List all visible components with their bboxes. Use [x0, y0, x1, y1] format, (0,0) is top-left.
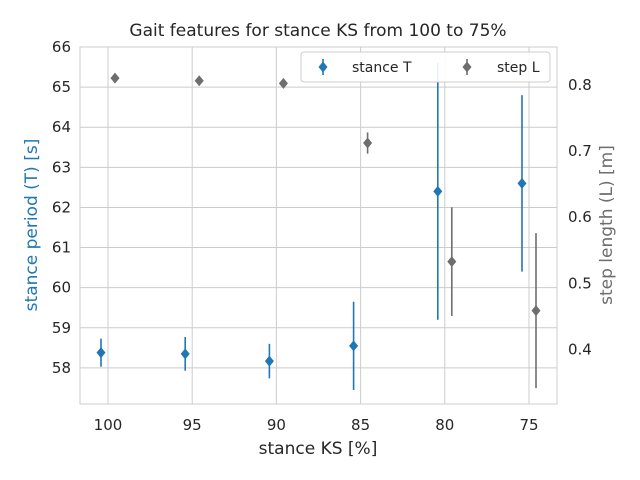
legend-marker — [318, 61, 328, 73]
y-right-tick-label: 0.8 — [568, 76, 592, 94]
y-left-tick-label: 66 — [52, 38, 71, 56]
y-right-tick-label: 0.5 — [568, 274, 592, 292]
data-point — [531, 305, 541, 317]
y-left-ticks: 58 59 60 61 62 63 64 65 66 — [52, 38, 71, 377]
data-point — [447, 256, 457, 268]
y-left-tick-label: 64 — [52, 118, 71, 136]
data-point — [349, 340, 359, 352]
x-tick-label: 90 — [267, 416, 286, 434]
y-left-tick-label: 60 — [52, 279, 71, 297]
y-left-tick-label: 58 — [52, 359, 71, 377]
x-ticks: 100 95 90 85 80 75 — [94, 416, 539, 434]
y-left-tick-label: 61 — [52, 239, 71, 257]
x-tick-label: 75 — [519, 416, 538, 434]
series-layer — [96, 63, 541, 390]
series-stance — [96, 63, 527, 390]
x-axis-label: stance KS [%] — [259, 439, 378, 459]
y-left-tick-label: 65 — [52, 78, 71, 96]
y-left-tick-label: 63 — [52, 158, 71, 176]
x-tick-label: 85 — [351, 416, 370, 434]
data-point — [110, 72, 120, 84]
legend: stance T step L — [300, 51, 551, 83]
x-tick-label: 80 — [435, 416, 454, 434]
data-point — [433, 185, 443, 197]
data-point — [517, 177, 527, 189]
grid — [80, 46, 557, 404]
legend-box — [300, 51, 551, 83]
series-step — [110, 72, 541, 389]
y-left-axis-label: stance period (T) [s] — [22, 139, 42, 312]
y-left-tick-label: 62 — [52, 198, 71, 216]
y-right-tick-label: 0.6 — [568, 208, 592, 226]
x-tick-label: 95 — [183, 416, 202, 434]
y-right-ticks: 0.4 0.5 0.6 0.7 0.8 — [568, 76, 592, 359]
y-left-tick-label: 59 — [52, 319, 71, 337]
legend-label: stance T — [352, 60, 412, 76]
data-point — [180, 348, 190, 360]
data-point — [194, 75, 204, 87]
data-point — [278, 77, 288, 89]
x-tick-label: 100 — [94, 416, 123, 434]
data-point — [96, 347, 106, 359]
legend-label: step L — [497, 60, 540, 76]
plot-area — [79, 46, 558, 405]
data-point — [363, 137, 373, 149]
chart-title: Gait features for stance KS from 100 to … — [129, 21, 506, 41]
legend-marker — [462, 61, 472, 73]
y-right-tick-label: 0.4 — [568, 341, 592, 359]
y-right-tick-label: 0.7 — [568, 142, 592, 160]
y-right-axis-label: step length (L) [m] — [597, 145, 617, 305]
data-point — [264, 355, 274, 367]
